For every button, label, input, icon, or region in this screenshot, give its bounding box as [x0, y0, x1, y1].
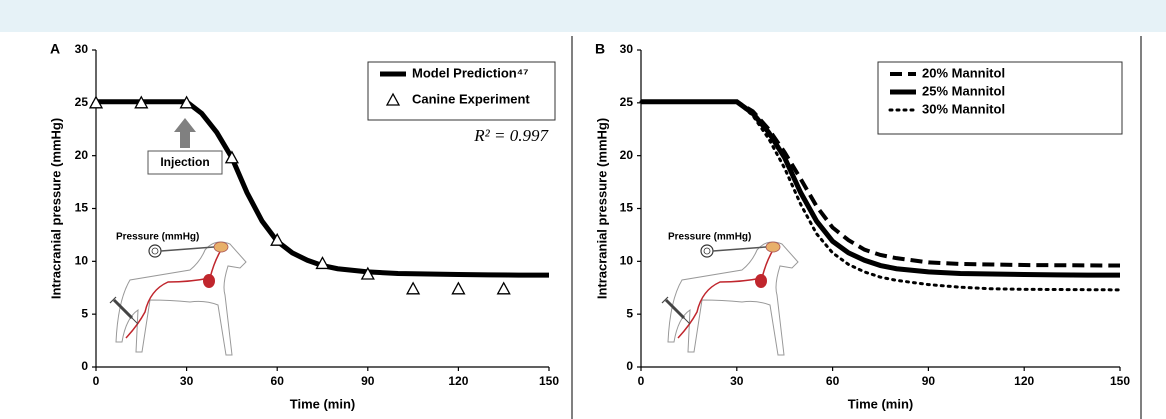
- legend-label: Model Prediction⁴⁷: [412, 65, 529, 80]
- data-point: [134, 95, 149, 109]
- inset-label: Pressure (mmHg): [116, 232, 199, 243]
- data-point: [406, 281, 421, 295]
- series-line: [639, 100, 1122, 292]
- header-band: [0, 0, 1166, 32]
- injection-arrow: [174, 118, 196, 148]
- data-point: [224, 150, 239, 164]
- y-axis-label: Intracranial pressure (mmHg): [48, 118, 63, 299]
- y-tick-label: 30: [620, 42, 634, 56]
- data-point: [88, 95, 104, 109]
- y-tick-label: 20: [620, 148, 634, 162]
- x-tick-label: 90: [922, 374, 936, 388]
- y-tick-label: 5: [626, 306, 633, 320]
- legend-label: Canine Experiment: [412, 91, 530, 106]
- series-line: [641, 99, 1120, 278]
- x-tick-label: 90: [361, 374, 375, 388]
- data-point: [496, 281, 511, 295]
- y-tick-label: 5: [81, 306, 88, 320]
- x-tick-label: 0: [93, 374, 100, 388]
- data-point: [179, 95, 194, 109]
- y-tick-label: 25: [620, 95, 634, 109]
- x-tick-label: 120: [1014, 374, 1034, 388]
- dog-illustration: [110, 242, 246, 355]
- legend-label: 25% Mannitol: [922, 83, 1005, 98]
- x-tick-label: 120: [448, 374, 468, 388]
- y-tick-label: 10: [620, 254, 634, 268]
- series-line: [96, 99, 549, 278]
- y-axis-label: Intracranial pressure (mmHg): [594, 118, 609, 299]
- x-tick-label: 30: [730, 374, 744, 388]
- y-tick-label: 30: [75, 42, 89, 56]
- legend-box: [877, 61, 1123, 135]
- dog-illustration: [662, 242, 798, 355]
- data-point: [315, 256, 330, 270]
- x-tick-label: 0: [638, 374, 645, 388]
- y-tick-label: 25: [75, 95, 89, 109]
- x-tick-label: 30: [180, 374, 194, 388]
- data-point: [451, 281, 466, 295]
- x-axis-label: Time (min): [848, 396, 914, 411]
- y-tick-label: 15: [75, 201, 89, 215]
- data-point: [360, 266, 375, 280]
- y-tick-label: 0: [626, 359, 633, 373]
- legend-marker: [385, 92, 401, 106]
- inset-label: Pressure (mmHg): [668, 232, 751, 243]
- x-axis-label: Time (min): [290, 396, 356, 411]
- annotation: R² = 0.997: [473, 126, 549, 145]
- x-tick-label: 150: [539, 374, 559, 388]
- x-tick-label: 60: [271, 374, 285, 388]
- legend-label: 30% Mannitol: [922, 101, 1005, 116]
- y-tick-label: 15: [620, 201, 634, 215]
- x-tick-label: 150: [1110, 374, 1130, 388]
- y-tick-label: 10: [75, 254, 89, 268]
- injection-box: [147, 150, 223, 175]
- x-tick-label: 60: [826, 374, 840, 388]
- legend-label: 20% Mannitol: [922, 65, 1005, 80]
- data-point: [270, 232, 285, 246]
- annotation: Injection: [160, 155, 209, 169]
- panel-label: B: [595, 41, 605, 57]
- panel-label: A: [50, 41, 60, 57]
- y-tick-label: 0: [81, 359, 88, 373]
- y-tick-label: 20: [75, 148, 89, 162]
